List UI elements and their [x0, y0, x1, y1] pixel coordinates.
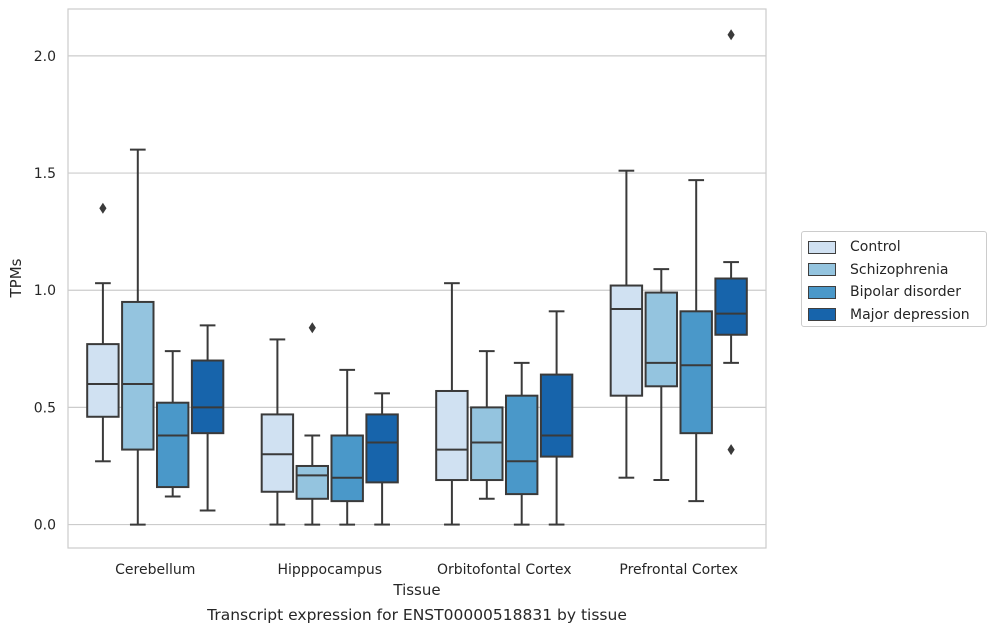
- box-3-3: [714, 29, 748, 456]
- box-iqr: [644, 291, 679, 388]
- box-iqr: [260, 413, 295, 493]
- box-iqr: [295, 464, 330, 500]
- box-3-1: [644, 268, 679, 482]
- y-axis-label: TPMs: [7, 258, 25, 298]
- y-tick-label: 1.5: [34, 166, 56, 182]
- y-tick-label: 2.0: [34, 49, 56, 65]
- legend-label: Major depression: [850, 306, 970, 323]
- outlier-point: [727, 444, 735, 456]
- x-tick-label: Cerebellum: [115, 562, 195, 578]
- box-3-2: [679, 179, 713, 503]
- box-0-3: [190, 324, 225, 512]
- box-1-3: [365, 392, 399, 526]
- box-3-0: [609, 169, 644, 479]
- box-1-0: [260, 338, 295, 526]
- chart-caption: Transcript expression for ENST0000051883…: [207, 606, 627, 624]
- plot-frame: [67, 8, 767, 549]
- box-2-3: [539, 310, 574, 526]
- outlier-point: [308, 322, 316, 334]
- box-1-2: [330, 368, 364, 526]
- y-tick-label: 0.0: [34, 518, 56, 534]
- box-iqr: [679, 310, 713, 435]
- box-iqr: [435, 389, 469, 482]
- box-0-0: [86, 202, 120, 463]
- legend-item: Major depression: [808, 304, 980, 327]
- x-tick-labels: Cerebellum Hipppocampus Orbitofontal Corte…: [115, 562, 738, 578]
- box-0-1: [121, 148, 155, 526]
- legend-item: Bipolar disorder: [808, 281, 980, 304]
- legend: Control Schizophrenia Bipolar disorder Majo…: [801, 231, 987, 327]
- box-iqr: [190, 359, 225, 435]
- x-tick-label: Hipppocampus: [277, 562, 382, 578]
- box-iqr: [504, 394, 539, 496]
- x-tick-label: Orbitofontal Cortex: [437, 562, 572, 578]
- outlier-point: [99, 202, 107, 214]
- box-iqr: [539, 373, 574, 458]
- box-iqr: [86, 343, 120, 418]
- legend-label: Bipolar disorder: [850, 284, 962, 301]
- x-axis-label: Tissue: [392, 581, 440, 599]
- box-iqr: [121, 300, 155, 451]
- legend-item: Control: [808, 236, 980, 259]
- legend-item: Schizophrenia: [808, 259, 980, 282]
- x-tick-label: Prefrontal Cortex: [619, 562, 738, 578]
- box-iqr: [470, 406, 504, 482]
- legend-label: Control: [850, 239, 901, 256]
- legend-label: Schizophrenia: [850, 261, 949, 278]
- outlier-point: [727, 29, 735, 41]
- box-layer: [86, 29, 748, 526]
- box-iqr: [714, 277, 748, 336]
- box-iqr: [155, 401, 190, 489]
- box-iqr: [330, 434, 364, 503]
- box-iqr: [609, 284, 644, 397]
- box-2-2: [504, 361, 539, 526]
- y-tick-labels: 0.0 0.5 1.0 1.5 2.0: [34, 49, 56, 534]
- box-iqr: [365, 413, 399, 484]
- box-0-2: [155, 350, 190, 498]
- legend-swatch: [808, 308, 836, 322]
- y-tick-label: 1.0: [34, 283, 56, 299]
- legend-swatch: [808, 240, 836, 254]
- legend-swatch: [808, 263, 836, 277]
- box-2-0: [435, 282, 469, 526]
- box-1-1: [295, 322, 330, 526]
- legend-swatch: [808, 285, 836, 299]
- y-tick-label: 0.5: [34, 400, 56, 416]
- box-2-1: [470, 350, 504, 500]
